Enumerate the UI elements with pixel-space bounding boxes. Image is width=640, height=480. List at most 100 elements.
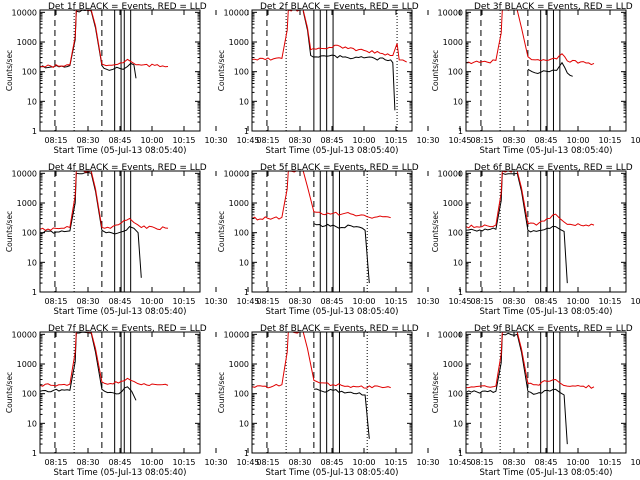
x-tick-label: 10:30	[416, 297, 439, 306]
y-tick-label: 100	[234, 229, 249, 238]
x-tick-label: 08:30	[288, 136, 311, 145]
x-axis-label: Start Time (05-Jul-13 08:05:40)	[54, 307, 187, 317]
panel-title: Det 4f BLACK = Events, RED = LLD	[48, 163, 207, 173]
series-line-lld	[466, 171, 595, 229]
series-line-events	[40, 171, 142, 278]
series-line-events	[313, 223, 370, 284]
x-tick-label: 08:15	[44, 136, 67, 145]
plot-frame	[39, 9, 201, 132]
x-tick-label: 08:45	[534, 297, 557, 306]
series-line-lld	[40, 171, 169, 231]
y-axis-label: Counts/sec	[431, 211, 440, 252]
series-line-lld	[466, 10, 595, 66]
x-tick-label: 08:45	[534, 458, 557, 467]
panel-title: Det 1f BLACK = Events, RED = LLD	[48, 2, 207, 12]
x-tick-label: 08:45	[108, 297, 131, 306]
series-line-events	[466, 172, 568, 284]
x-tick-label: 08:45	[108, 458, 131, 467]
y-axis-label: Counts/sec	[5, 50, 14, 91]
x-tick-label: 08:45	[320, 136, 343, 145]
detector-panel-4: Det 4f BLACK = Events, RED = LLD11010010…	[5, 163, 260, 317]
y-tick-label: 10	[27, 419, 37, 428]
series-line-lld	[252, 332, 391, 389]
plot-frame	[465, 331, 627, 454]
x-tick-label: 10:15	[598, 297, 621, 306]
y-tick-label: 10000	[12, 169, 37, 178]
y-tick-label: 100	[22, 390, 37, 399]
y-tick-label: 10	[27, 258, 37, 267]
y-axis-label: Counts/sec	[217, 372, 226, 413]
x-axis-label: Start Time (05-Jul-13 08:05:40)	[54, 468, 187, 478]
panel-title: Det 8f BLACK = Events, RED = LLD	[260, 324, 419, 334]
y-axis-label: Counts/sec	[431, 372, 440, 413]
y-axis-label: Counts/sec	[5, 372, 14, 413]
y-tick-label: 1000	[443, 360, 463, 369]
x-tick-label: 10:45	[448, 136, 471, 145]
series-line-events	[313, 388, 370, 439]
y-tick-label: 1000	[17, 199, 37, 208]
y-tick-label: 1	[32, 127, 37, 136]
x-tick-label: 08:15	[470, 297, 493, 306]
x-axis-label: Start Time (05-Jul-13 08:05:40)	[480, 468, 613, 478]
y-tick-label: 10000	[438, 169, 463, 178]
x-tick-label: 10:30	[204, 458, 227, 467]
x-tick-label: 08:30	[502, 297, 525, 306]
panel-title: Det 3f BLACK = Events, RED = LLD	[474, 2, 633, 12]
x-tick-label: 10:45	[236, 458, 259, 467]
detector-panel-3: Det 3f BLACK = Events, RED = LLD 1 10 100 10…	[431, 2, 640, 156]
y-tick-label: 10000	[224, 330, 249, 339]
series-line-lld	[252, 10, 407, 63]
y-tick-label: 10000	[12, 330, 37, 339]
x-tick-label: 10:00	[140, 136, 163, 145]
y-axis-label: Counts/sec	[217, 211, 226, 252]
x-tick-label: 10:30	[416, 136, 439, 145]
x-tick-label: 10:15	[598, 136, 621, 145]
x-tick-label: 08:30	[502, 136, 525, 145]
x-tick-label: 10:15	[384, 297, 407, 306]
y-tick-label: 1	[458, 288, 463, 297]
series-line-events	[40, 10, 137, 79]
x-axis-label: Start Time (05-Jul-13 08:05:40)	[266, 468, 399, 478]
y-tick-label: 100	[448, 68, 463, 77]
y-axis-label: Counts/sec	[217, 50, 226, 91]
series-line-lld	[40, 332, 169, 387]
x-tick-label: 08:45	[534, 136, 557, 145]
x-tick-label: 10:45	[448, 458, 471, 467]
x-tick-label: 10:30	[416, 458, 439, 467]
detector-panel-2: Det 2f BLACK = Events, RED = LLD11010010…	[217, 2, 472, 156]
x-tick-label: 08:30	[502, 458, 525, 467]
panel-title: Det 5f BLACK = Events, RED = LLD	[260, 163, 419, 173]
series-line-events	[40, 332, 137, 401]
x-tick-label: 08:15	[44, 458, 67, 467]
x-tick-label: 10:45	[236, 136, 259, 145]
x-tick-label: 08:15	[256, 458, 279, 467]
y-tick-label: 100	[448, 390, 463, 399]
x-tick-label: 08:30	[76, 297, 99, 306]
y-tick-label: 1000	[443, 38, 463, 47]
y-tick-label: 100	[22, 229, 37, 238]
series-line-events	[302, 10, 396, 111]
y-tick-label: 10	[453, 258, 463, 267]
x-axis-label: Start Time (05-Jul-13 08:05:40)	[54, 146, 187, 156]
plot-frame	[251, 331, 413, 454]
series-line-events	[466, 332, 568, 445]
x-tick-label: 10:15	[384, 458, 407, 467]
y-tick-label: 10000	[224, 169, 249, 178]
plot-frame	[465, 9, 627, 132]
y-tick-label: 1000	[229, 360, 249, 369]
x-tick-label: 08:45	[320, 297, 343, 306]
y-tick-label: 100	[234, 390, 249, 399]
x-tick-label: 10:00	[352, 458, 375, 467]
x-tick-label: 08:15	[256, 136, 279, 145]
x-tick-label: 08:15	[44, 297, 67, 306]
x-tick-label: 08:15	[470, 136, 493, 145]
plot-frame	[251, 9, 413, 132]
y-tick-label: 1000	[443, 199, 463, 208]
x-tick-label: 08:30	[288, 458, 311, 467]
x-axis-label: Start Time (05-Jul-13 08:05:40)	[480, 146, 613, 156]
series-line-lld	[40, 10, 169, 69]
x-tick-label: 10:00	[140, 458, 163, 467]
x-axis-label: Start Time (05-Jul-13 08:05:40)	[266, 307, 399, 317]
detector-panel-7: Det 7f BLACK = Events, RED = LLD11010010…	[5, 324, 260, 478]
x-tick-label: 10:00	[566, 136, 589, 145]
